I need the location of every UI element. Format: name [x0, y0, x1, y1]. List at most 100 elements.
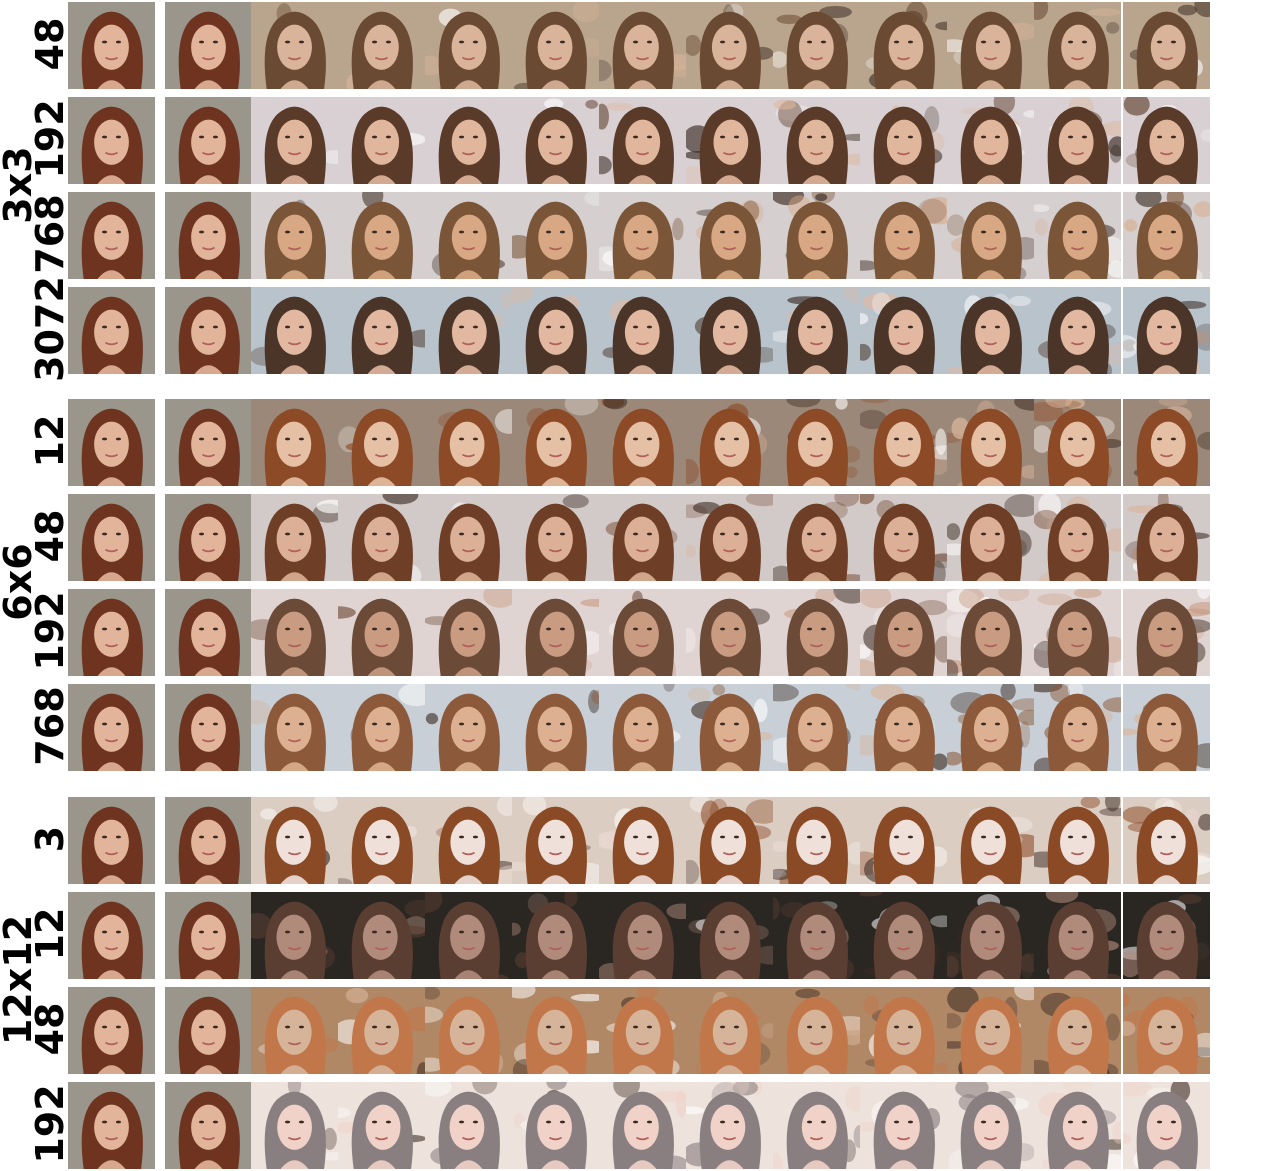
left-eye — [371, 1120, 378, 1124]
reconstructed-face-tile — [1123, 1082, 1210, 1169]
mouth — [374, 246, 389, 251]
face-image — [425, 97, 512, 184]
mouth — [201, 548, 216, 553]
artifact-blob — [1123, 993, 1130, 1007]
neck-shape — [715, 1065, 744, 1074]
artifact-blob — [585, 99, 598, 109]
left-eye — [371, 835, 378, 839]
reconstructed-face-tile — [425, 684, 512, 771]
face-image — [947, 797, 1034, 884]
artifact-blob — [860, 589, 892, 609]
mouth — [548, 851, 563, 856]
mouth — [896, 453, 911, 458]
face-image — [512, 97, 599, 184]
neck-shape — [1063, 667, 1092, 676]
artifact-blob — [860, 892, 883, 897]
mouth — [983, 851, 998, 856]
left-eye — [719, 532, 726, 536]
neck-shape — [976, 572, 1005, 581]
right-eye — [1081, 722, 1088, 726]
reference-face-tile — [68, 987, 155, 1074]
neck-shape — [541, 365, 570, 374]
left-eye — [458, 1025, 465, 1029]
left-eye — [893, 230, 900, 234]
artifact-blob — [1108, 136, 1121, 157]
neck-shape — [97, 80, 126, 89]
artifact-blob — [687, 687, 711, 703]
left-eye — [1067, 1025, 1074, 1029]
face-shape — [1060, 309, 1096, 355]
face-image — [512, 797, 599, 884]
mouth — [722, 453, 737, 458]
face-shape — [975, 309, 1010, 355]
right-eye — [385, 1120, 392, 1124]
face-image — [165, 287, 252, 374]
artifact-blob — [1197, 589, 1210, 600]
face-shape — [94, 706, 129, 752]
left-eye — [458, 722, 465, 726]
mouth — [374, 56, 389, 61]
artifact-blob — [599, 103, 609, 130]
left-eye — [1067, 532, 1074, 536]
neck-shape — [1063, 175, 1092, 184]
neck-shape — [1063, 477, 1092, 486]
face-image — [338, 1082, 425, 1169]
artifact-blob — [1019, 720, 1031, 748]
reconstructed-face-tile — [251, 494, 338, 581]
left-eye — [284, 532, 291, 536]
face-shape — [451, 309, 487, 355]
left-eye — [198, 1120, 205, 1124]
face-image — [686, 589, 773, 676]
neck-shape — [367, 1160, 396, 1169]
artifact-blob — [512, 287, 535, 303]
neck-shape — [541, 762, 570, 771]
artifact-blob — [686, 859, 700, 884]
neck-shape — [280, 80, 309, 89]
right-eye — [733, 325, 740, 329]
neck-shape — [97, 875, 126, 884]
face-image — [947, 892, 1034, 979]
reconstructed-face-tile — [251, 287, 338, 374]
left-eye — [284, 627, 291, 631]
face-shape — [798, 421, 833, 467]
face-shape — [538, 819, 573, 865]
right-eye — [994, 835, 1001, 839]
artifact-blob — [860, 494, 875, 505]
face-image — [599, 892, 686, 979]
reconstructed-face-tile — [599, 1082, 686, 1169]
mouth — [287, 851, 302, 856]
artifact-blob — [842, 287, 860, 304]
face-shape — [799, 611, 835, 657]
right-eye — [212, 1120, 219, 1124]
face-image — [686, 797, 773, 884]
right-eye — [820, 135, 827, 139]
mouth — [1159, 738, 1174, 743]
artifact-blob — [932, 1062, 947, 1073]
left-eye — [101, 627, 108, 631]
artifact-blob — [1107, 260, 1121, 278]
right-eye — [733, 40, 740, 44]
artifact-blob — [338, 606, 356, 619]
right-eye — [115, 135, 122, 139]
right-eye — [212, 135, 219, 139]
mouth — [635, 56, 650, 61]
mouth — [896, 643, 911, 648]
artifact-blob — [570, 993, 599, 1002]
face-image — [165, 892, 252, 979]
face-shape — [800, 914, 836, 960]
reconstructed-face-tile — [512, 892, 599, 979]
left-eye — [1067, 437, 1074, 441]
left-eye — [371, 40, 378, 44]
face-shape — [623, 214, 659, 260]
face-shape — [711, 214, 747, 260]
artifact-blob — [1123, 728, 1139, 736]
artifact-blob — [1034, 218, 1049, 236]
left-eye — [893, 437, 900, 441]
mouth — [983, 1041, 998, 1046]
mouth — [896, 851, 911, 856]
right-eye — [1170, 437, 1177, 441]
face-shape — [276, 611, 312, 657]
neck-shape — [280, 477, 309, 486]
right-eye — [646, 40, 653, 44]
mouth — [287, 548, 302, 553]
